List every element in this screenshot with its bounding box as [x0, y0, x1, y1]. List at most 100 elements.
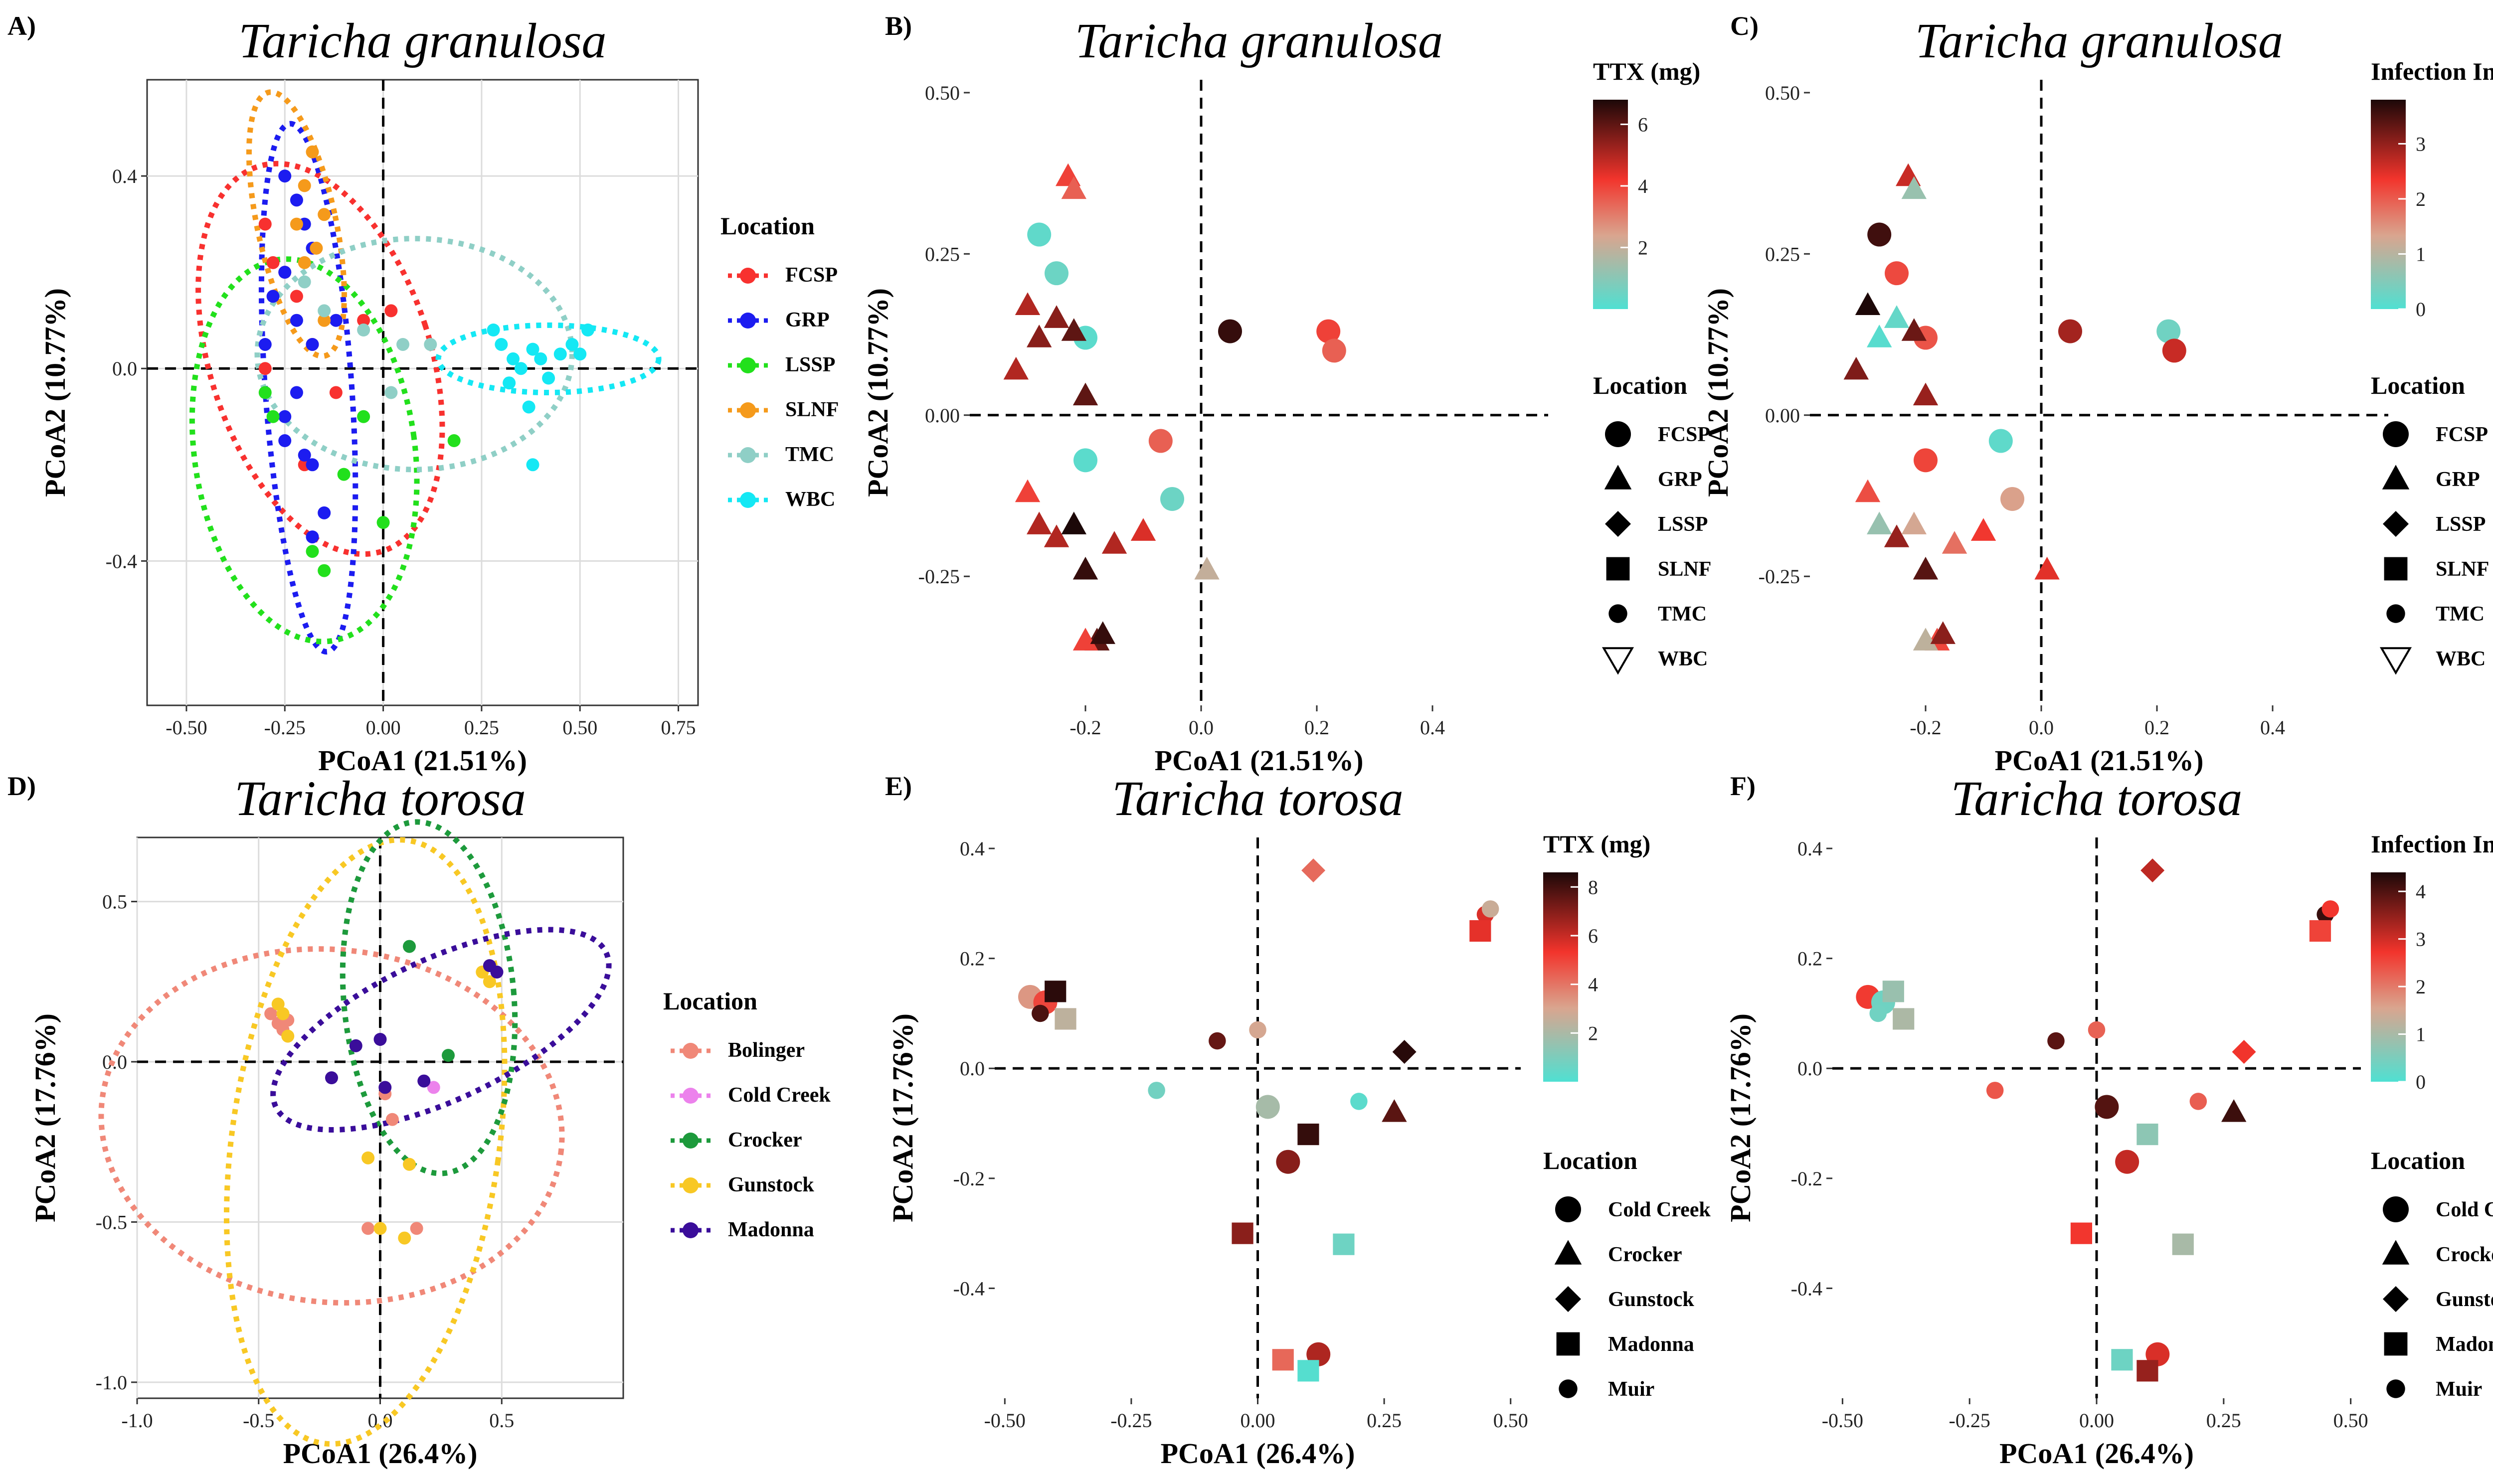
y-tick-label: 0.2 [1797, 948, 1822, 970]
point-grp [1061, 511, 1086, 534]
y-tick-label: -0.4 [106, 550, 137, 572]
point-grp [1015, 479, 1041, 502]
legend-label: Crocker [728, 1129, 802, 1152]
point-grp [278, 266, 292, 279]
point-muir [2047, 1032, 2065, 1050]
colorbar-tick-label: 4 [2416, 880, 2426, 903]
colorbar [2371, 872, 2406, 1082]
point-bolinger [264, 1007, 278, 1020]
legend-label: Gunstock [2436, 1288, 2493, 1311]
point-wbc [526, 458, 539, 472]
colorbar-tick-label: 1 [2416, 1023, 2426, 1046]
x-tick-label: -0.25 [1110, 1409, 1152, 1432]
legend-title: Location [663, 987, 757, 1015]
point-muir [2189, 1093, 2207, 1110]
colorbar-tick-label: 1 [2416, 243, 2426, 265]
y-tick-label: -0.5 [96, 1211, 127, 1233]
point-slnf [318, 314, 331, 327]
panel-a: A) Taricha granulosa -0.50 -0.25 0.00 0.25 0.5… [7, 11, 839, 777]
y-tick-label: -0.4 [1791, 1277, 1822, 1300]
colorbar-title: Infection Intensity [2371, 830, 2493, 858]
legend-label: TMC [785, 443, 834, 466]
legend-key-madonna [1556, 1332, 1580, 1356]
point-madonna [1272, 1349, 1294, 1371]
point-madonna [1469, 920, 1491, 942]
legend-label: WBC [2436, 648, 2486, 670]
point-madonna [1055, 1008, 1076, 1030]
point-cold-creek [2095, 1095, 2119, 1119]
colorbar-tick-label: 2 [2416, 188, 2426, 210]
legend-key-lssp [1605, 511, 1631, 537]
legend-label: Cold Creek [728, 1084, 831, 1107]
panel-label: B) [885, 11, 912, 41]
point-grp [1843, 356, 1869, 380]
point-wbc [514, 362, 528, 375]
legend-key-slnf [1606, 557, 1630, 581]
legend-label: LSSP [1658, 513, 1708, 536]
legend-title: Location [2371, 371, 2465, 399]
legend-label: Madonna [1608, 1333, 1694, 1356]
x-tick-label: 0.2 [1304, 716, 1329, 739]
x-tick-label: 0.25 [2206, 1409, 2241, 1432]
legend-key-point [740, 447, 756, 463]
point-grp [1855, 479, 1881, 502]
point-grp [290, 386, 303, 399]
legend-label: WBC [1658, 648, 1708, 670]
colorbar-tick-label: 6 [1588, 925, 1598, 947]
point-grp [1867, 325, 1892, 347]
legend-label: Crocker [2436, 1243, 2493, 1266]
point-fcsp [266, 256, 280, 269]
point-grp [278, 410, 292, 423]
point-grp [318, 506, 331, 519]
colorbar-title: Infection Intensity [2371, 57, 2493, 85]
point-grp [1061, 318, 1086, 341]
y-axis-title: PCoA2 (17.76%) [1724, 1013, 1757, 1222]
point-fcsp [1867, 222, 1892, 247]
point-bolinger [385, 1113, 399, 1126]
y-tick-label: 0.0 [960, 1057, 985, 1080]
point-grp [298, 449, 311, 462]
point-lssp [258, 386, 272, 399]
x-axis-title: PCoA1 (26.4%) [283, 1437, 478, 1470]
point-wbc [581, 324, 594, 336]
ellipse-wbc [435, 322, 662, 396]
legend-key-point [740, 402, 756, 418]
plot-title: Taricha granulosa [1075, 13, 1443, 68]
colorbar [1593, 100, 1628, 309]
point-madonna [2137, 1360, 2158, 1382]
point-crocker [403, 940, 416, 953]
point-grp [1913, 382, 1939, 406]
legend-key-grp [2382, 465, 2410, 490]
point-grp [290, 193, 303, 207]
point-wbc [553, 347, 567, 361]
point-fcsp [1027, 222, 1052, 247]
legend-label: Muir [1608, 1378, 1654, 1401]
legend-key-muir [2386, 1379, 2405, 1398]
legend-key-point [683, 1088, 699, 1104]
point-madonna [2309, 920, 2331, 942]
y-tick-label: 0.4 [1797, 837, 1822, 860]
x-tick-label: -1.0 [121, 1409, 153, 1432]
point-cold-creek [2115, 1150, 2139, 1174]
x-tick-label: -0.2 [1069, 716, 1101, 739]
legend-key-fcsp [2383, 421, 2409, 447]
point-wbc [542, 371, 555, 385]
x-tick-label: 0.50 [1493, 1409, 1528, 1432]
point-fcsp [1045, 261, 1068, 286]
panel-label: C) [1730, 11, 1759, 41]
x-tick-label: 0.25 [464, 716, 499, 739]
x-axis-title: PCoA1 (21.51%) [1995, 744, 2204, 777]
point-tmc [396, 337, 410, 351]
point-muir [1986, 1082, 2004, 1099]
point-gunstock [281, 1029, 295, 1043]
point-grp [1090, 621, 1115, 644]
plot-title: Taricha torosa [234, 771, 526, 826]
point-bolinger [410, 1222, 423, 1235]
point-grp [1061, 176, 1086, 199]
panel-c: C) Taricha granulosa -0.2 0.0 0.2 0.4 -0.25 0.0… [1702, 11, 2493, 777]
y-axis-title: PCoA2 (10.77%) [1702, 288, 1734, 497]
point-lssp [337, 468, 351, 481]
plot-title: Taricha torosa [1951, 771, 2242, 826]
colorbar-tick-label: 2 [2416, 976, 2426, 998]
y-tick-label: 0.2 [960, 948, 985, 970]
